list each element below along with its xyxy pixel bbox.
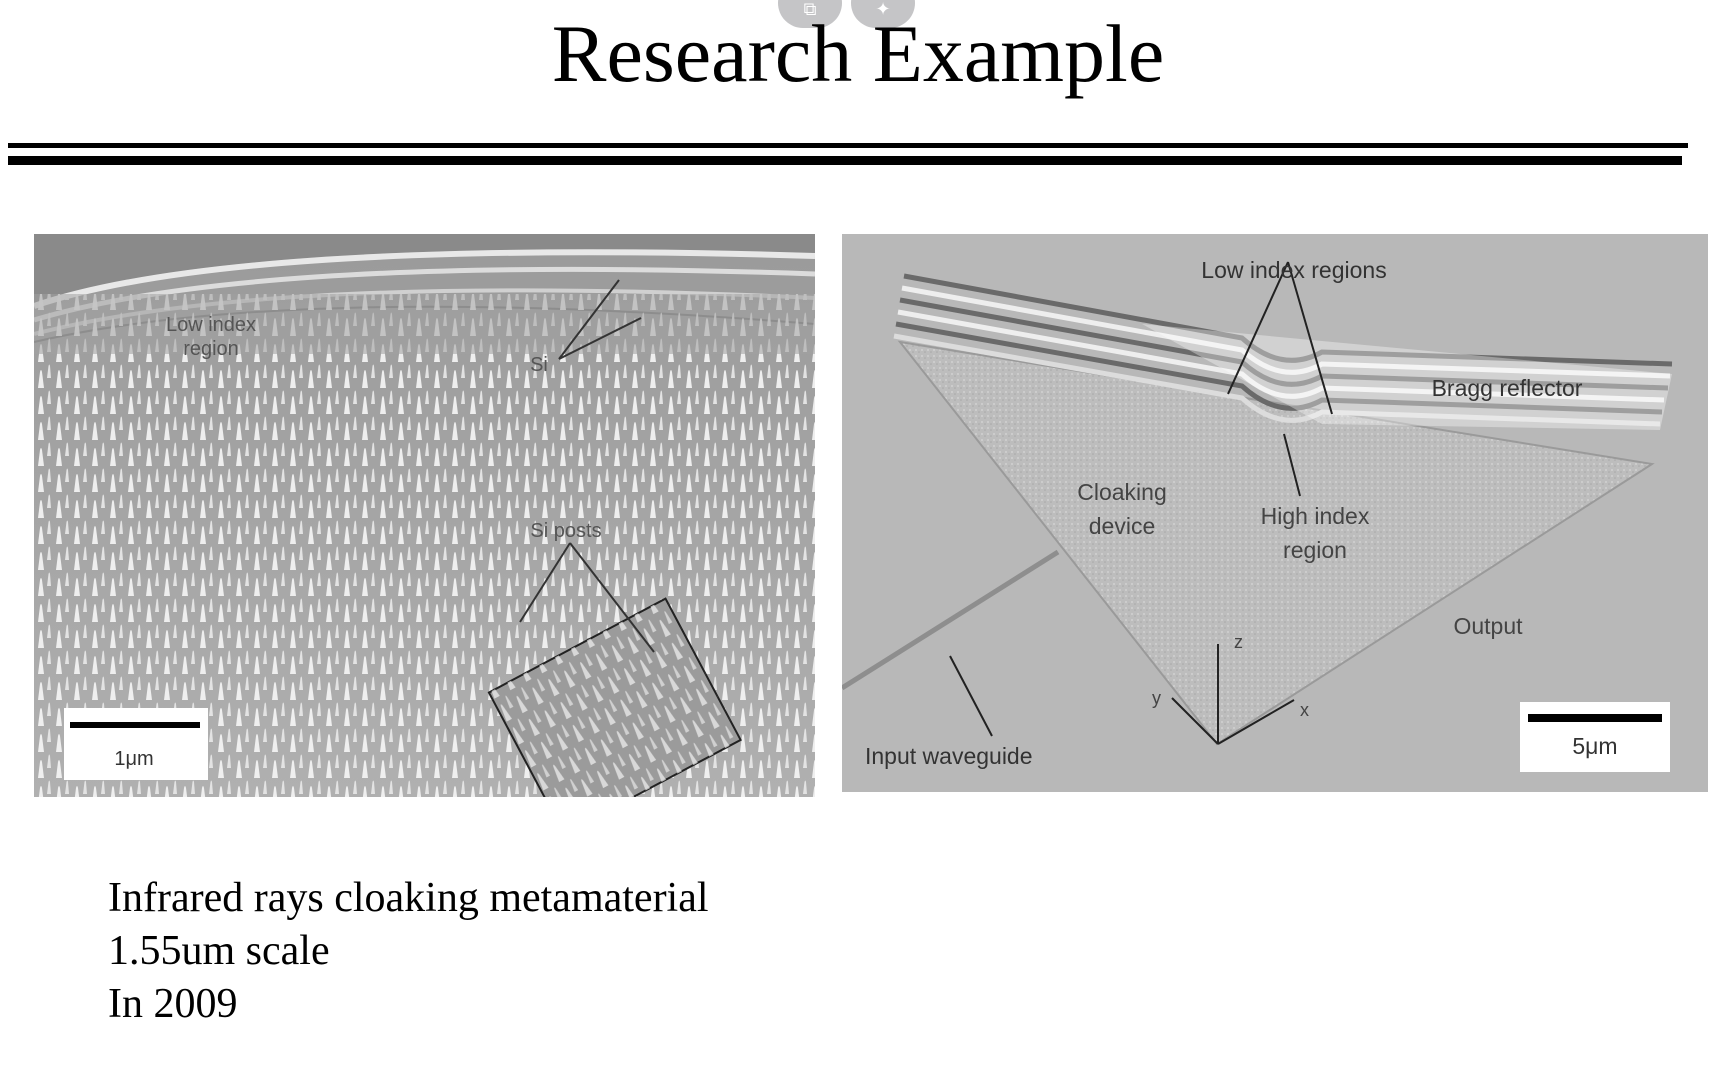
label-high-index: High index [1261,503,1370,529]
copy-button[interactable]: ⧉ [778,0,842,28]
copy-icon: ⧉ [803,0,817,20]
slide-caption: Infrared rays cloaking metamaterial 1.55… [108,872,709,1031]
sparkle-icon: ✦ [875,0,891,20]
scale-label-right: 5μm [1572,733,1617,759]
label-low-index: Low index [166,314,256,336]
sem-image-cloaking-device: z y x Low index regions Bragg reflector … [842,234,1708,792]
caption-line-1: Infrared rays cloaking metamaterial [108,875,709,921]
axis-x: x [1300,700,1309,720]
scale-label-left: 1μm [114,748,153,770]
caption-line-3: In 2009 [108,981,238,1027]
label-low-index-regions: Low index regions [1201,257,1386,283]
label-output: Output [1453,613,1523,639]
caption-line-2: 1.55um scale [108,928,330,974]
label-low-index-2: region [183,338,239,360]
axis-z: z [1234,632,1243,652]
label-si-posts: Si posts [530,520,601,542]
slide-title: Research Example [551,8,1165,99]
label-si: Si [530,354,548,376]
ai-assist-button[interactable]: ✦ [851,0,915,28]
label-input-waveguide: Input waveguide [865,743,1033,769]
label-bragg-reflector: Bragg reflector [1432,375,1583,401]
label-cloaking: Cloaking [1077,479,1167,505]
label-device: device [1089,513,1155,539]
sem-image-si-posts: Low index region Si Si posts 1μm [34,234,815,797]
axis-y: y [1152,688,1161,708]
title-divider-thin [8,143,1688,148]
label-high-index-2: region [1283,537,1347,563]
title-divider-thick [8,156,1682,165]
